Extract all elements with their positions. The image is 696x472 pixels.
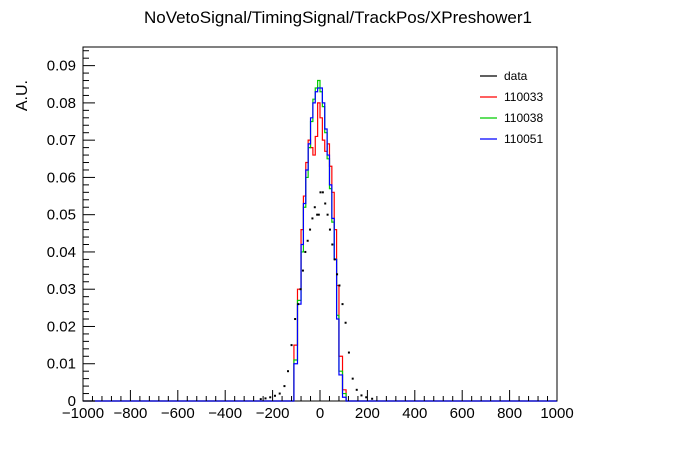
series-110033-step-line [83,102,557,402]
data-point [306,239,309,242]
data-point [351,377,354,380]
y-tick-label: 0 [68,393,76,410]
data-point [319,191,322,194]
data-point [321,191,324,194]
y-tick-label: 0.09 [47,58,76,75]
data-point [371,397,374,400]
data-point [338,284,341,287]
y-tick-label: 0.01 [47,356,76,373]
x-tick-label: −200 [256,405,290,422]
data-point [309,228,312,231]
legend: data 110033 110038 110051 [480,69,543,146]
data-point [317,213,320,216]
plot-frame-border [82,46,558,402]
data-point [316,213,319,216]
x-tick-label: −600 [161,405,195,422]
data-point [273,394,276,397]
data-point [313,206,316,209]
x-tick-label: 600 [450,405,475,422]
data-point [264,397,267,400]
data-point [294,318,297,321]
x-tick-label: 200 [355,405,380,422]
x-tick-label: 0 [316,405,324,422]
data-point [297,303,300,306]
y-tick-label: 0.08 [47,95,76,112]
data-point [355,388,358,391]
y-tick-label: 0.05 [47,207,76,224]
x-tick-label: 400 [402,405,427,422]
y-tick-label: 0.06 [47,169,76,186]
series-layer [83,79,557,402]
data-point [259,398,262,401]
x-tick-label: −800 [114,405,148,422]
data-point [336,273,339,276]
data-point [287,370,290,373]
data-point [333,258,336,261]
legend-label-110051: 110051 [504,132,543,146]
data-point [283,385,286,388]
legend-label-110038: 110038 [504,111,543,125]
data-point [328,228,331,231]
series-110038-step-line [83,79,557,402]
data-point [299,288,302,291]
data-point [326,213,329,216]
y-tick-label: 0.04 [47,244,76,261]
x-tick-label: 1000 [540,405,573,422]
x-tick-label: −1000 [62,405,104,422]
data-point [278,392,281,395]
y-axis-label: A.U. [14,80,31,111]
axes: −1000 −800 −600 −400 −200 0 200 400 600 800 1000 0 0… [47,50,574,422]
y-tick-label: 0.02 [47,318,76,335]
x-tick-label: 800 [497,405,522,422]
y-tick-label: 0.03 [47,281,76,298]
legend-label-110033: 110033 [504,90,543,104]
data-point [360,394,363,397]
chart-title: NoVetoSignal/TimingSignal/TrackPos/XPres… [144,8,532,27]
x-tick-label: −400 [208,405,242,422]
data-point [331,243,334,246]
data-point [347,351,350,354]
data-point [341,303,344,306]
data-point [344,321,347,324]
series-110051-step-line [83,87,557,402]
data-point [269,396,272,399]
plot-frame [82,46,558,402]
data-point [304,250,307,253]
data-point [365,396,368,399]
legend-label-data: data [504,69,528,83]
data-point [311,217,314,220]
data-point [324,202,327,205]
data-point [301,269,304,272]
data-point [290,344,293,347]
y-tick-label: 0.07 [47,132,76,149]
